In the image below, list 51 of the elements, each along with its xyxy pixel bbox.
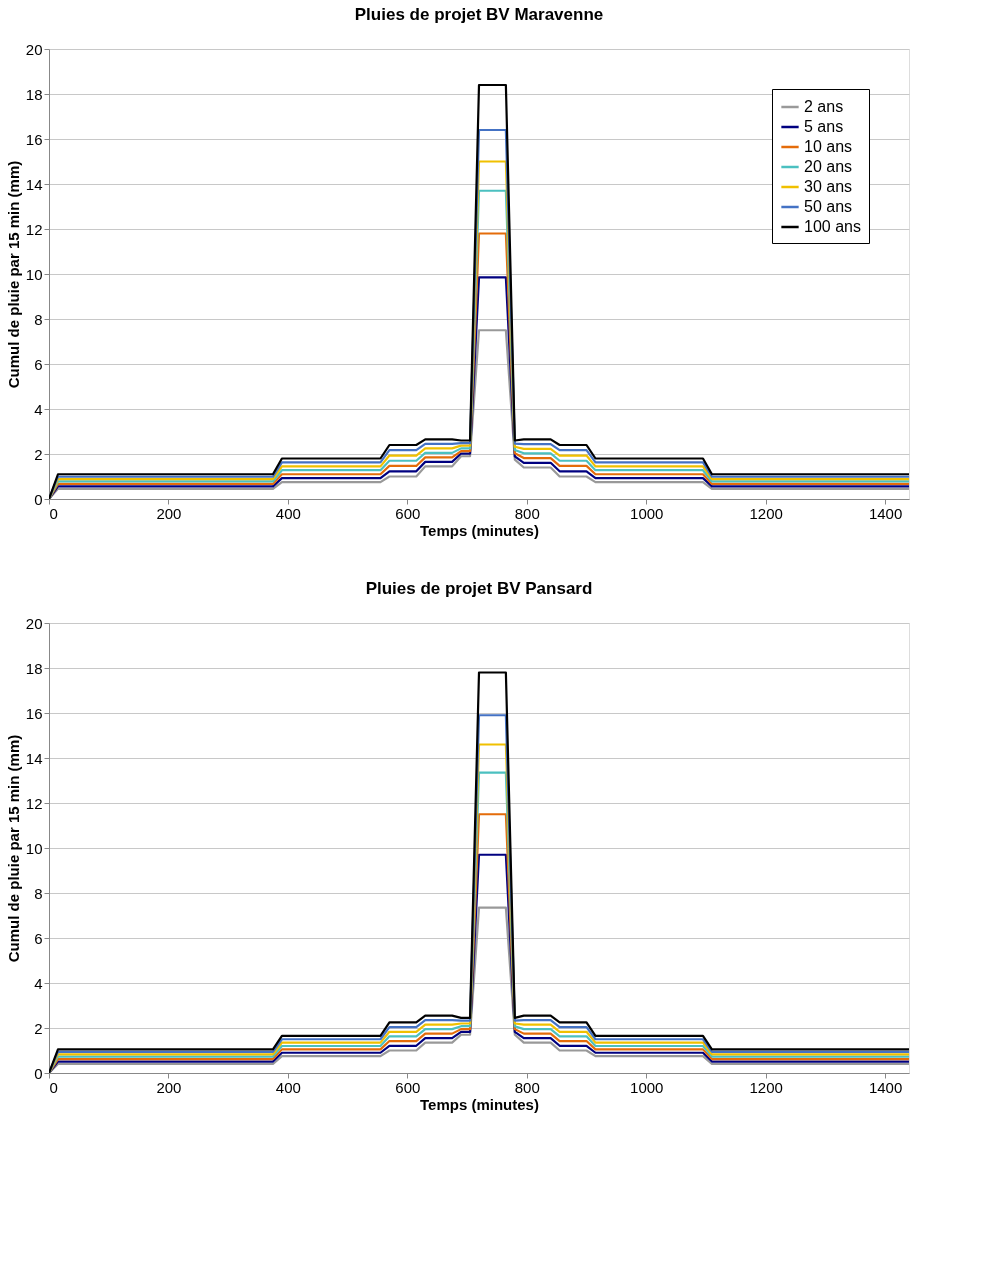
y-tick-label: 20 — [25, 40, 43, 58]
y-tick-label: 14 — [25, 175, 43, 193]
y-tick-label: 8 — [34, 884, 43, 902]
y-tick-label: 20 — [25, 614, 43, 632]
legend-label: 30 ans — [804, 178, 853, 195]
x-tick-label: 1200 — [749, 504, 783, 522]
y-tick-label: 10 — [25, 265, 43, 283]
chart-title: Pluies de projet BV Maravenne — [354, 5, 604, 24]
y-tick-label: 10 — [25, 839, 43, 857]
y-tick-label: 6 — [34, 355, 43, 373]
x-tick-label: 1200 — [749, 1078, 783, 1096]
y-tick-label: 2 — [34, 1019, 43, 1037]
x-tick-label: 1000 — [630, 504, 664, 522]
x-tick-label: 1000 — [630, 1078, 664, 1096]
y-tick-label: 18 — [25, 659, 43, 677]
y-tick-label: 0 — [34, 490, 43, 508]
x-axis-title: Temps (minutes) — [420, 1095, 539, 1113]
y-tick-label: 12 — [25, 794, 43, 812]
y-tick-label: 12 — [25, 220, 43, 238]
y-axis-title: Cumul de pluie par 15 min (mm) — [4, 160, 22, 389]
x-axis-title: Temps (minutes) — [420, 521, 539, 539]
y-tick-label: 8 — [34, 310, 43, 328]
y-tick-label: 14 — [25, 749, 43, 767]
chart-title: Pluies de projet BV Pansard — [365, 579, 593, 598]
legend-label: 50 ans — [804, 198, 853, 215]
y-tick-label: 4 — [34, 974, 43, 992]
legend-label: 5 ans — [804, 118, 844, 135]
y-tick-label: 16 — [25, 704, 43, 722]
x-tick-label: 0 — [49, 1078, 58, 1096]
x-tick-label: 800 — [514, 1078, 540, 1096]
y-tick-label: 16 — [25, 130, 43, 148]
y-tick-label: 4 — [34, 400, 43, 418]
x-tick-label: 200 — [156, 1078, 182, 1096]
x-tick-label: 1400 — [868, 504, 903, 522]
legend-label: 2 ans — [804, 98, 844, 115]
y-tick-label: 0 — [34, 1064, 43, 1082]
legend-label: 100 ans — [804, 218, 861, 235]
x-tick-label: 200 — [156, 504, 182, 522]
x-tick-label: 1400 — [868, 1078, 903, 1096]
legend-label: 10 ans — [804, 138, 853, 155]
x-tick-label: 400 — [275, 1078, 301, 1096]
y-axis-title: Cumul de pluie par 15 min (mm) — [4, 734, 22, 963]
x-tick-label: 800 — [514, 504, 540, 522]
x-tick-label: 0 — [49, 504, 58, 522]
x-tick-label: 600 — [395, 504, 421, 522]
x-tick-label: 400 — [275, 504, 301, 522]
x-tick-label: 600 — [395, 1078, 421, 1096]
y-tick-label: 6 — [34, 929, 43, 947]
y-tick-label: 2 — [34, 445, 43, 463]
y-tick-label: 18 — [25, 85, 43, 103]
legend-label: 20 ans — [804, 158, 853, 175]
